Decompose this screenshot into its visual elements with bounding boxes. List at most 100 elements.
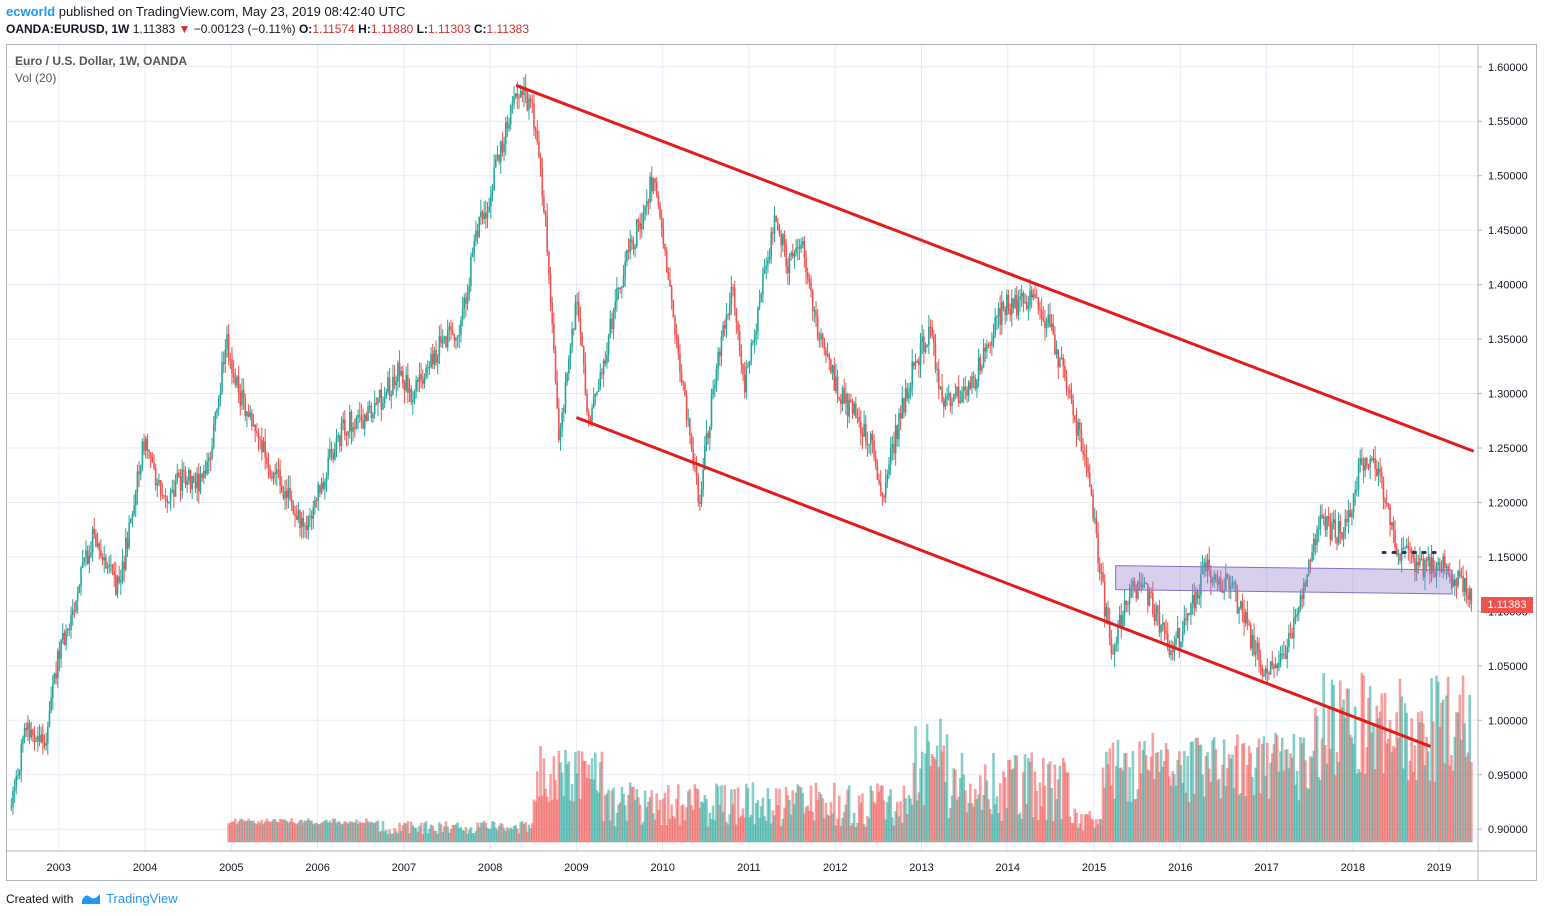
volume-bar bbox=[321, 821, 325, 843]
candle-body bbox=[418, 374, 421, 382]
candle-body bbox=[320, 482, 323, 493]
candle-body bbox=[1009, 308, 1011, 315]
candle-body bbox=[305, 525, 308, 530]
volume-bar bbox=[753, 824, 756, 843]
volume-bar bbox=[700, 801, 703, 843]
volume-bar bbox=[929, 765, 932, 843]
volume-bar bbox=[1436, 681, 1440, 843]
volume-bar bbox=[512, 825, 516, 843]
candle-body bbox=[1299, 595, 1302, 608]
volume-bar bbox=[1330, 679, 1334, 843]
volume-bar bbox=[967, 803, 970, 843]
candle-body bbox=[1196, 591, 1199, 599]
candle-body bbox=[928, 327, 930, 345]
tradingview-brand[interactable]: TradingView bbox=[106, 891, 178, 906]
volume-bar bbox=[1154, 752, 1158, 843]
volume-bar bbox=[1375, 705, 1379, 843]
volume-bar bbox=[1400, 696, 1403, 843]
candle-body bbox=[232, 372, 235, 378]
candle-body bbox=[345, 435, 348, 437]
candle-body bbox=[70, 615, 72, 630]
author-name[interactable]: ecworld bbox=[6, 4, 56, 19]
candle-body bbox=[1171, 650, 1174, 652]
candle-body bbox=[986, 344, 988, 352]
candle-body bbox=[513, 96, 515, 103]
candle-body bbox=[650, 176, 653, 192]
candle-body bbox=[1215, 574, 1217, 581]
candle-body bbox=[1210, 570, 1212, 583]
volume-bar bbox=[871, 790, 874, 843]
candle-body bbox=[325, 475, 328, 482]
volume-bar bbox=[680, 805, 683, 843]
volume-bar bbox=[363, 823, 367, 843]
volume-bar bbox=[229, 823, 232, 843]
price-tick-label: 1.45000 bbox=[1488, 225, 1528, 237]
volume-bar bbox=[1353, 706, 1357, 843]
volume-bar bbox=[466, 833, 469, 843]
volume-bar bbox=[763, 816, 766, 843]
candle-body bbox=[883, 496, 885, 498]
volume-bar bbox=[652, 813, 655, 843]
candle-body bbox=[536, 130, 539, 142]
candle-body bbox=[1133, 580, 1136, 590]
candle-body bbox=[63, 632, 66, 646]
candle-body bbox=[176, 472, 179, 482]
candle-body bbox=[556, 381, 558, 409]
volume-bar bbox=[1007, 760, 1010, 843]
chart-panel[interactable] bbox=[6, 44, 1537, 881]
candle-body bbox=[728, 305, 731, 316]
candle-body bbox=[93, 528, 96, 534]
candle-body bbox=[561, 412, 563, 429]
candle-body bbox=[743, 374, 746, 393]
candle-body bbox=[458, 334, 461, 336]
candle-body bbox=[133, 505, 135, 515]
volume-bar bbox=[590, 758, 594, 843]
candle-body bbox=[421, 380, 424, 384]
volume-bar bbox=[696, 789, 700, 843]
candle-body bbox=[571, 328, 573, 347]
volume-bar bbox=[667, 785, 670, 843]
volume-bar bbox=[600, 751, 604, 843]
volume-bar bbox=[1073, 808, 1077, 843]
candle-body bbox=[1331, 523, 1333, 541]
volume-bar bbox=[1075, 812, 1078, 843]
volume-bar bbox=[1332, 685, 1335, 843]
candle-body bbox=[40, 734, 42, 743]
volume-bar bbox=[517, 833, 521, 843]
volume-bar bbox=[582, 760, 586, 843]
candle-body bbox=[274, 472, 276, 475]
volume-bar bbox=[1294, 784, 1297, 843]
candle-body bbox=[1359, 457, 1362, 465]
volume-bar bbox=[988, 808, 992, 843]
candle-body bbox=[1380, 472, 1383, 478]
volume-bar bbox=[584, 761, 587, 843]
candle-body bbox=[431, 353, 434, 365]
candle-body bbox=[956, 386, 958, 396]
volume-bar bbox=[293, 823, 297, 843]
volume-bar bbox=[990, 814, 994, 843]
volume-bar bbox=[1244, 796, 1248, 843]
volume-bar bbox=[730, 789, 733, 843]
volume-bar bbox=[497, 825, 501, 843]
volume-bar bbox=[270, 821, 274, 843]
volume-bar bbox=[1433, 781, 1437, 843]
candle-body bbox=[559, 428, 562, 440]
candle-body bbox=[113, 570, 115, 575]
volume-bar bbox=[1209, 781, 1213, 843]
volume-bar bbox=[431, 825, 435, 843]
volume-bar bbox=[997, 813, 1000, 843]
volume-bar bbox=[949, 807, 952, 843]
candle-body bbox=[251, 412, 253, 427]
candle-body bbox=[1276, 664, 1279, 668]
candle-body bbox=[612, 310, 615, 330]
volume-bar bbox=[1035, 790, 1038, 843]
volume-bar bbox=[479, 822, 483, 843]
candle-body bbox=[499, 141, 502, 162]
candle-body bbox=[1364, 457, 1366, 471]
candle-body bbox=[926, 344, 928, 346]
candle-body bbox=[871, 433, 874, 441]
volume-bar bbox=[1105, 751, 1108, 843]
candle-body bbox=[483, 212, 485, 219]
candle-body bbox=[1226, 573, 1229, 578]
